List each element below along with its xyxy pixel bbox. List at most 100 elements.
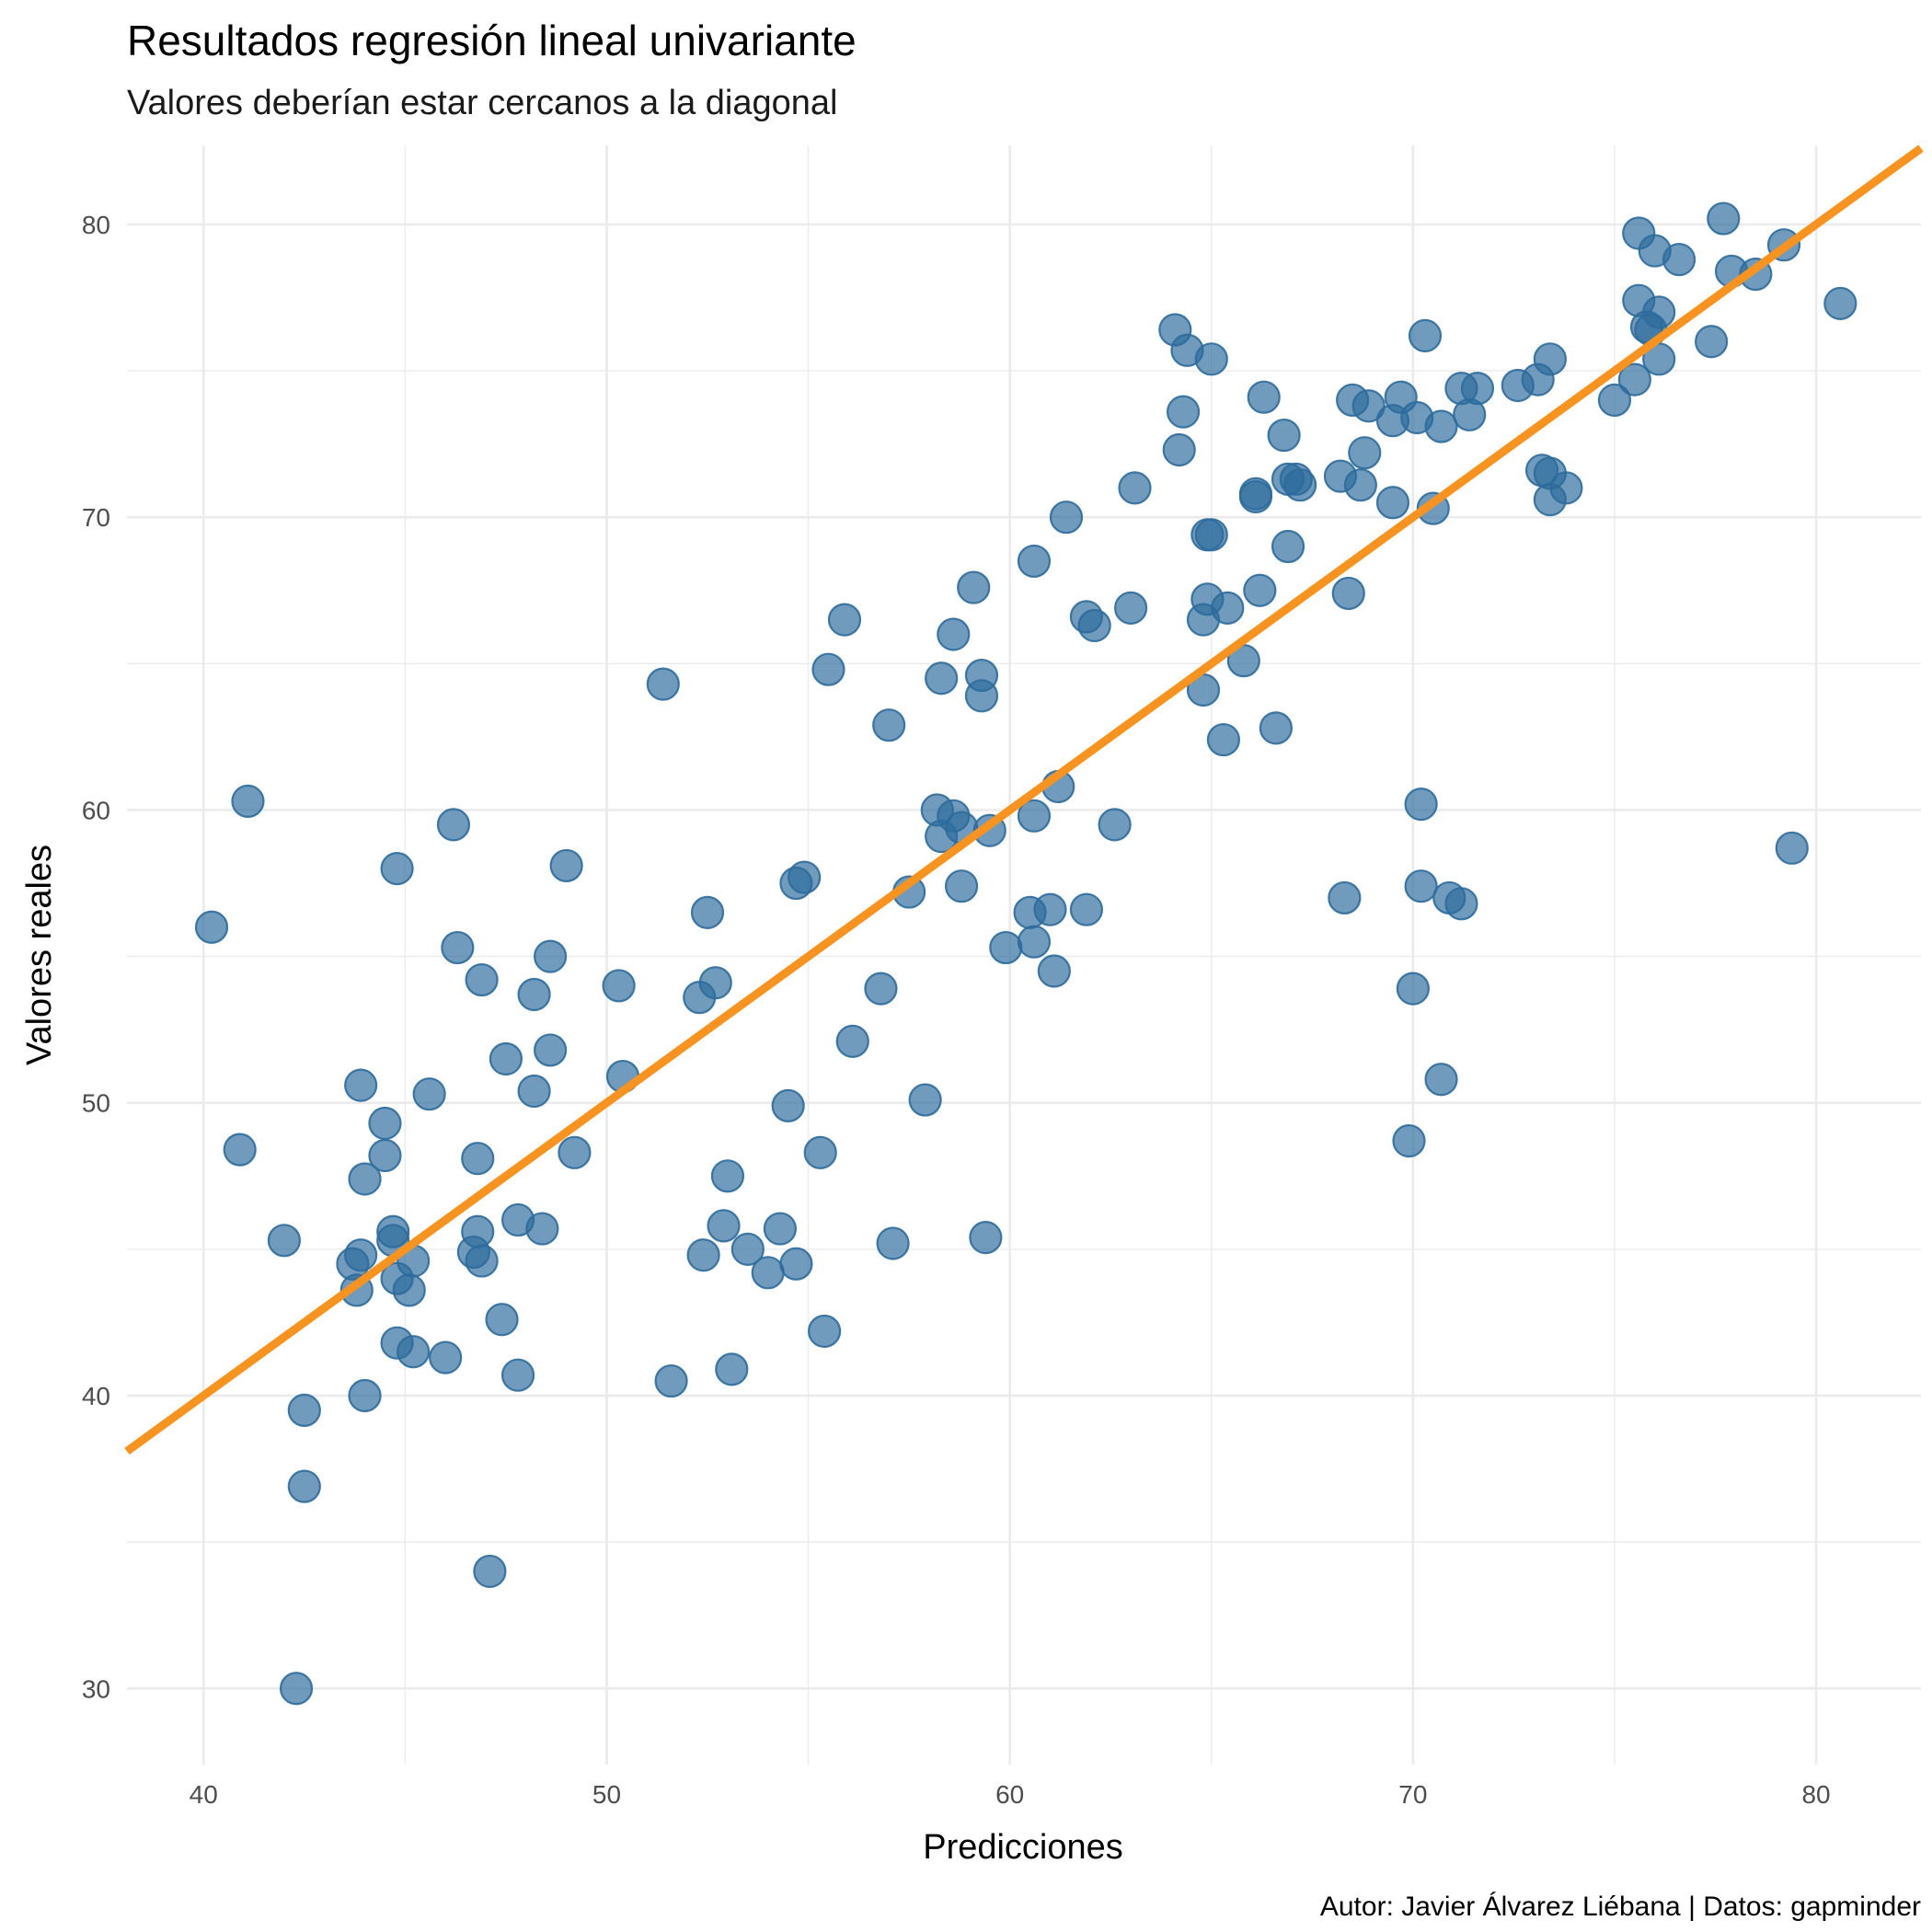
data-point [368,1138,402,1173]
data-point [646,667,680,701]
data-point [1283,468,1317,502]
y-tick-label: 60 [82,796,110,824]
data-point [1404,787,1438,822]
data-point [549,848,583,883]
data-point [730,1232,765,1266]
data-point [807,1314,842,1349]
data-point [957,570,991,604]
data-point [1206,722,1241,757]
data-point [698,966,732,1000]
data-point [803,1135,837,1169]
y-tick-label: 50 [82,1089,110,1118]
x-tick-labels: 40 50 60 70 80 [190,1780,1831,1809]
y-tick-label: 70 [82,503,110,532]
x-tick-label: 50 [592,1780,621,1809]
data-point [788,860,822,894]
data-point [1247,380,1281,414]
data-points [194,201,1857,1706]
data-point [194,910,229,944]
data-point [751,1256,785,1290]
regression-diagonal-line [124,144,1924,1455]
data-point [944,869,979,903]
data-point [690,895,725,929]
data-point [876,1226,910,1260]
data-point [412,1077,446,1111]
data-point [1114,591,1148,625]
data-point [534,1033,568,1067]
y-tick-labels: 30 40 50 60 70 80 [82,211,110,1703]
data-point [1424,409,1458,443]
data-point [715,1352,749,1386]
data-point [1348,436,1382,470]
data-point [1392,1123,1426,1158]
y-axis-label: Valores reales [20,845,59,1065]
data-point [517,977,551,1012]
data-point [397,1335,431,1369]
data-point [654,1363,688,1398]
data-point [344,1238,378,1272]
y-tick-label: 30 [82,1674,110,1703]
data-point [1331,576,1365,611]
x-tick-label: 70 [1398,1780,1427,1809]
data-point [811,652,845,686]
data-point [1642,295,1676,329]
data-point [1775,831,1809,865]
data-point [534,939,568,973]
data-point [763,1212,797,1246]
data-point [771,1088,805,1123]
data-point [380,852,414,886]
data-point [602,969,636,1003]
data-point [500,1358,535,1392]
data-point [287,1469,321,1503]
data-point [908,1083,942,1117]
data-point [368,1106,402,1141]
data-point [1460,372,1495,406]
data-point [392,1273,426,1307]
reference-line-group [124,144,1924,1455]
y-tick-label: 80 [82,211,110,239]
data-point [1271,529,1305,564]
data-point [1077,608,1111,643]
data-point [465,1244,499,1278]
data-point [1194,518,1228,552]
data-point [1408,318,1443,352]
chart-title: Resultados regresión lineal univariante [127,17,857,64]
x-tick-label: 60 [995,1780,1024,1809]
data-point [1166,395,1201,429]
data-point [436,808,471,842]
data-point [441,930,475,965]
data-point [1695,325,1729,359]
data-point [872,708,906,742]
data-point [1707,201,1741,236]
data-point [461,1142,495,1176]
data-point [461,1214,495,1248]
data-point [989,930,1023,965]
data-point [279,1672,314,1706]
x-tick-label: 40 [190,1780,218,1809]
data-point [517,1074,551,1109]
data-point [473,1554,507,1589]
data-point [429,1340,463,1374]
data-point [1662,243,1696,277]
data-point [1267,418,1301,453]
data-point [1049,500,1084,535]
data-point [1823,286,1857,320]
data-point [485,1303,519,1337]
data-point [1194,342,1228,376]
data-point [937,617,971,651]
data-point [223,1133,257,1167]
data-point [1343,468,1377,502]
data-point [1243,573,1277,607]
data-point [1211,591,1245,625]
data-point [1162,432,1196,467]
data-point [1424,1063,1458,1097]
x-tick-label: 80 [1801,1780,1830,1809]
data-point [969,1221,1003,1255]
data-point [925,661,959,696]
data-point [1549,471,1583,505]
data-point [864,972,898,1006]
data-point [1404,869,1438,903]
data-point [710,1159,745,1193]
data-point [1375,486,1410,520]
